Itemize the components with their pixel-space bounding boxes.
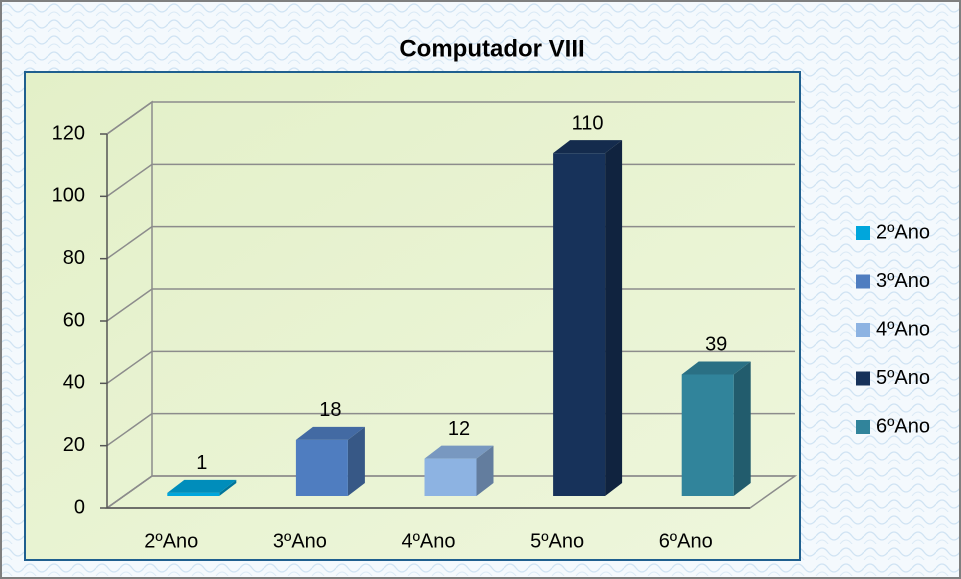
x-tick-label: 2ºAno: [144, 530, 198, 552]
legend-label: 6ºAno: [876, 415, 930, 437]
bar-side: [476, 445, 494, 496]
legend-swatch: [856, 226, 870, 240]
bar-side: [733, 361, 751, 496]
data-label: 39: [705, 334, 727, 356]
legend-swatch: [856, 371, 870, 386]
x-tick-label: 3ºAno: [273, 530, 327, 552]
y-tick-label: 80: [63, 247, 85, 269]
y-tick-label: 40: [63, 372, 85, 394]
data-label: 12: [448, 418, 470, 440]
plot-area: [24, 71, 801, 561]
x-tick-label: 4ºAno: [401, 530, 455, 552]
bar: [424, 458, 477, 496]
bar-side: [219, 479, 237, 496]
legend-label: 5ºAno: [876, 367, 930, 389]
data-label: 110: [572, 112, 604, 134]
x-tick-label: 6ºAno: [659, 530, 713, 552]
legend-label: 3ºAno: [876, 270, 930, 292]
legend-swatch: [856, 323, 870, 337]
chart-title: Computador VIII: [399, 35, 584, 62]
bar: [167, 492, 220, 496]
y-tick-label: 0: [74, 496, 85, 518]
bar-top: [553, 140, 623, 154]
y-tick-label: 60: [63, 309, 85, 331]
bar-side: [347, 426, 365, 496]
legend-swatch: [856, 274, 870, 289]
data-label: 18: [319, 399, 341, 421]
bar-top: [167, 479, 237, 493]
bar-top: [295, 426, 365, 440]
bar-side: [605, 140, 623, 496]
grid-line: [106, 101, 795, 135]
legend-label: 2ºAno: [876, 221, 930, 243]
y-tick-label: 100: [52, 185, 85, 207]
bar: [553, 153, 606, 496]
bar: [295, 439, 348, 496]
bar: [681, 374, 734, 496]
x-tick-label: 5ºAno: [530, 530, 584, 552]
y-tick-label: 120: [52, 122, 85, 144]
legend-swatch: [856, 420, 870, 434]
y-tick-label: 20: [63, 434, 85, 456]
bar-top: [681, 361, 751, 375]
data-label: 1: [196, 452, 207, 474]
legend-label: 4ºAno: [876, 318, 930, 340]
bar-top: [424, 445, 494, 459]
